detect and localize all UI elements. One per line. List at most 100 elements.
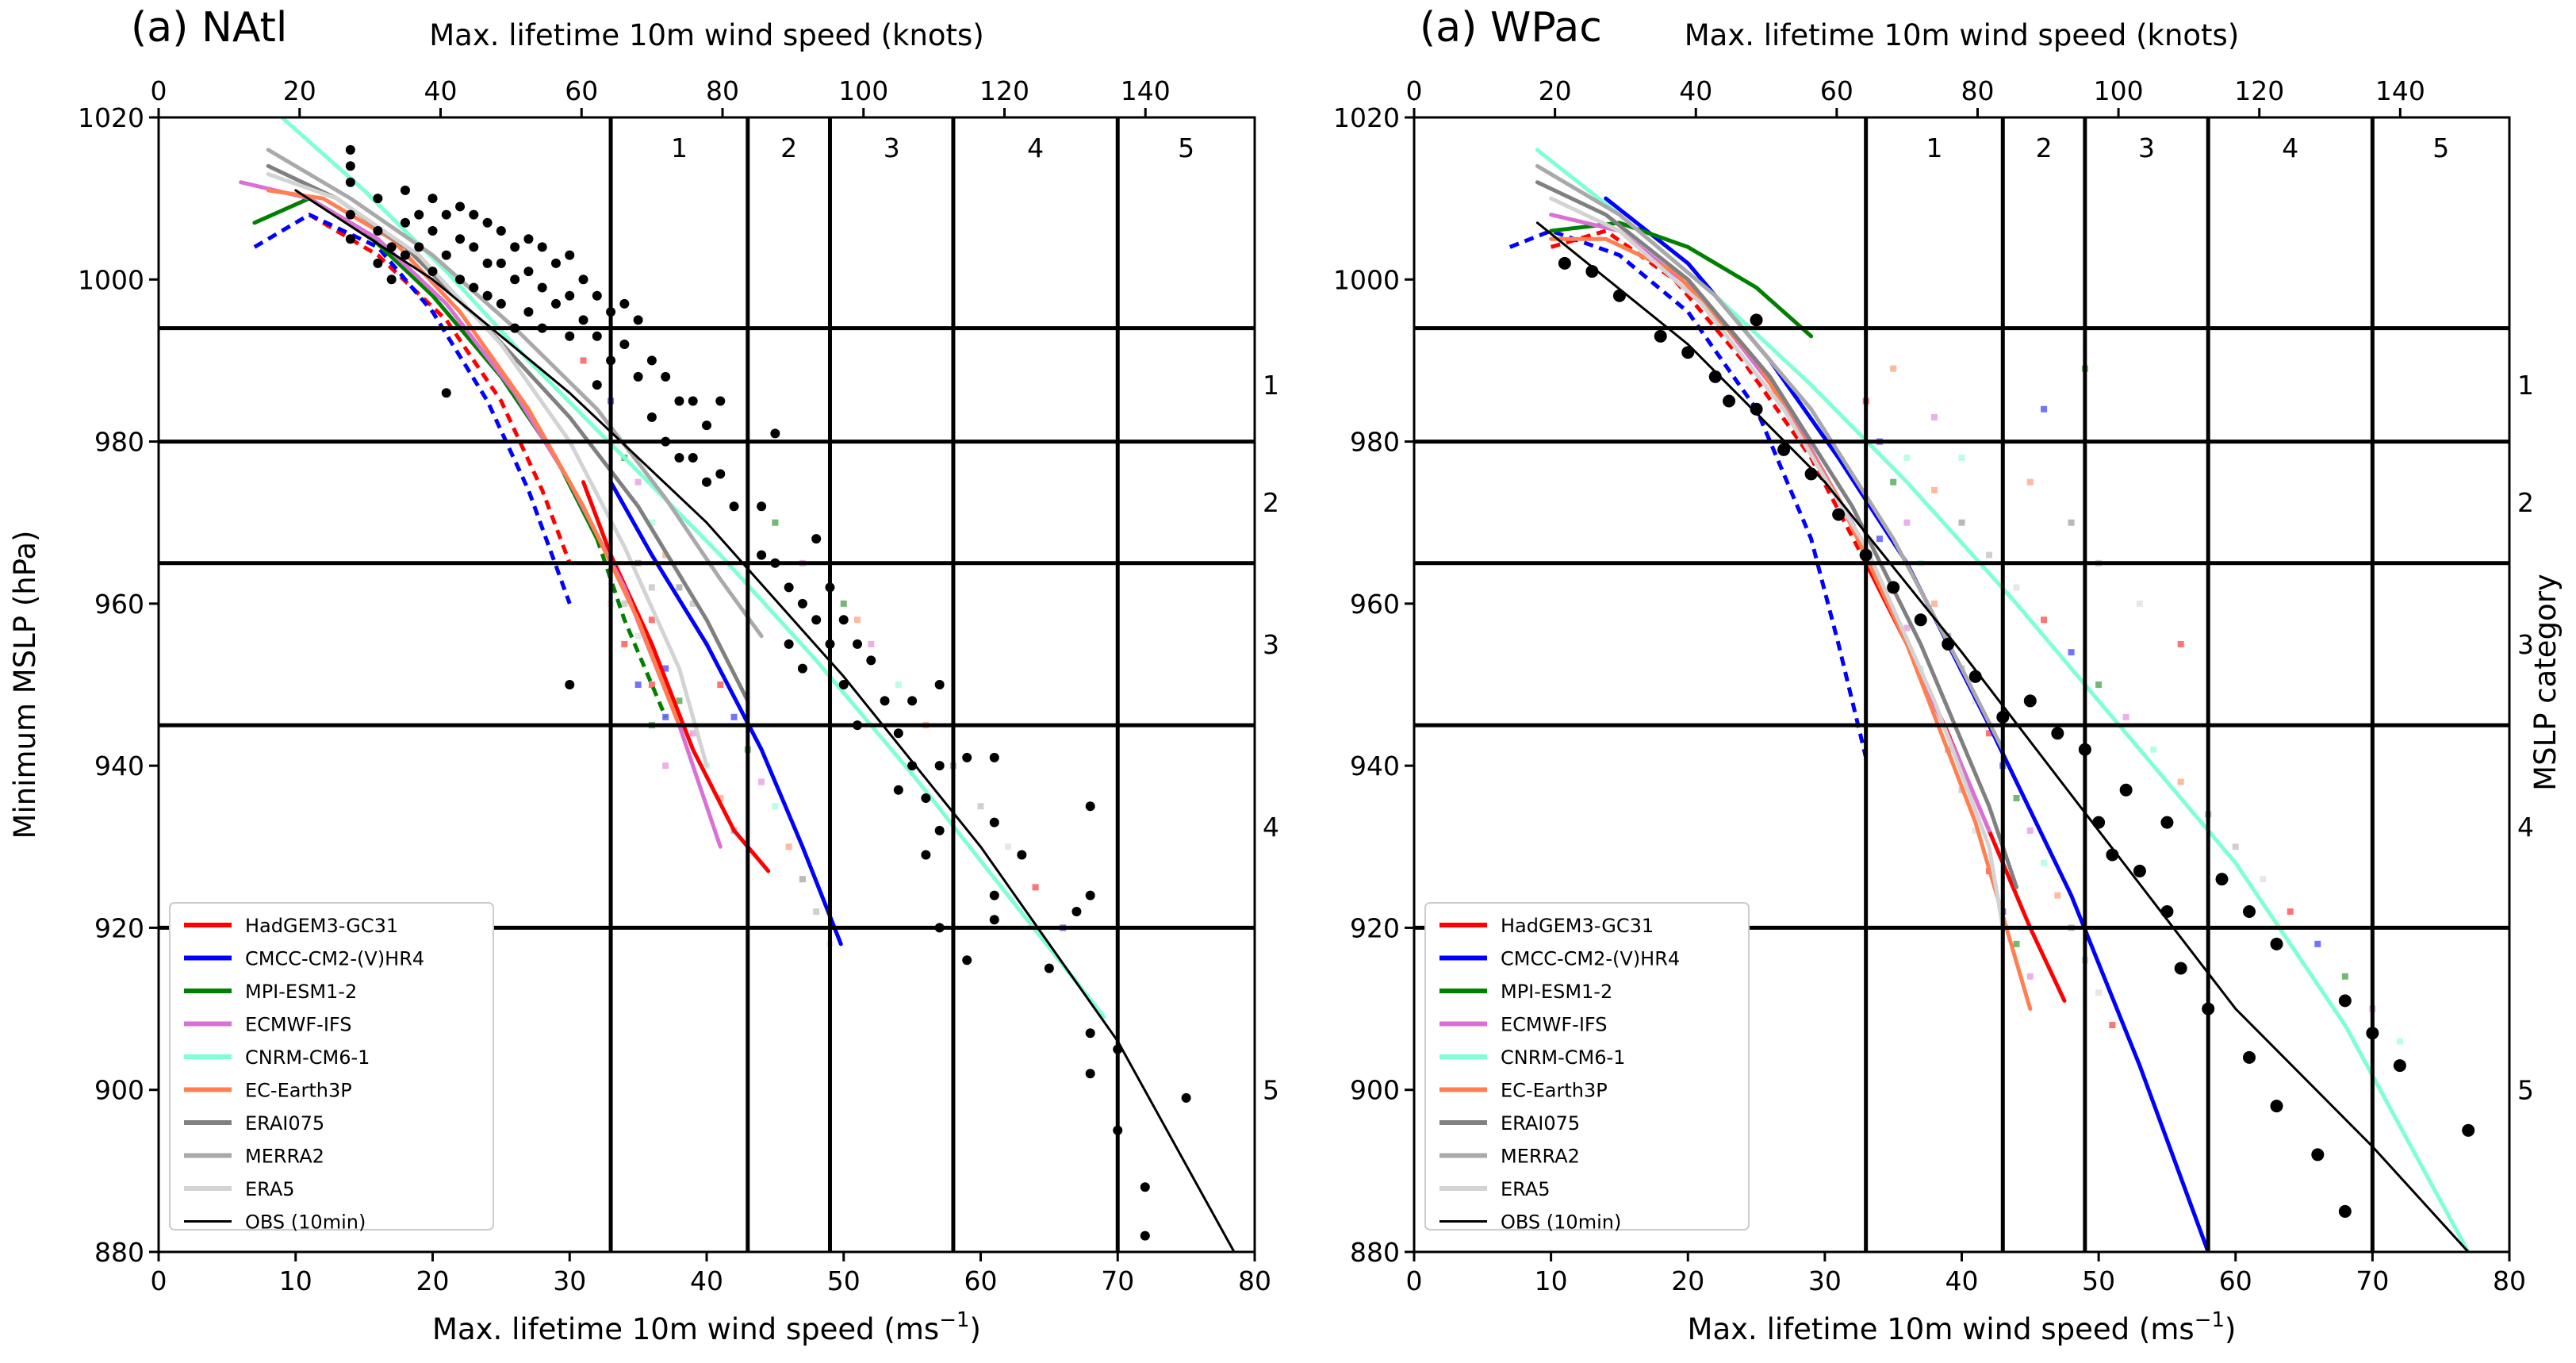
obs-point <box>989 752 999 762</box>
model-point <box>785 843 792 850</box>
x2-axis-label: Max. lifetime 10m wind speed (knots) <box>1685 18 2240 52</box>
model-point <box>2013 940 2020 947</box>
obs-point <box>866 655 876 666</box>
x2-tick-label: 100 <box>2094 75 2144 106</box>
obs-point <box>2023 694 2037 708</box>
obs-point <box>2338 1204 2352 1218</box>
obs-point <box>646 412 657 422</box>
legend-entry-7: MERRA2 <box>245 1146 324 1168</box>
x2-tick-label: 60 <box>1820 75 1853 106</box>
obs-point <box>1750 402 1763 416</box>
obs-point <box>469 282 479 293</box>
model-point <box>2177 778 2184 785</box>
wind-category-label: 3 <box>2138 132 2155 163</box>
x2-tick-label: 140 <box>1121 75 1171 106</box>
model-point <box>2396 1038 2403 1045</box>
obs-point <box>893 728 903 739</box>
series-line-7 <box>1535 163 2005 752</box>
obs-point <box>1654 329 1667 343</box>
model-point <box>1958 519 1965 526</box>
model-point <box>772 803 779 810</box>
model-point <box>648 519 655 526</box>
obs-point <box>661 371 671 382</box>
legend-box <box>1424 902 1750 1231</box>
legend-entry-7: MERRA2 <box>1501 1146 1580 1168</box>
obs-point <box>2338 994 2352 1008</box>
obs-point <box>838 680 849 689</box>
obs-point <box>1558 256 1571 270</box>
model-point <box>717 795 724 801</box>
model-point <box>1972 827 1979 834</box>
mslp-category-label: 1 <box>2517 370 2534 401</box>
wind-category-label: 5 <box>2432 132 2449 163</box>
obs-point <box>1914 613 1927 627</box>
obs-point <box>592 331 602 341</box>
model-point <box>580 357 587 364</box>
series-dashed-line-0 <box>308 213 572 564</box>
obs-point <box>688 453 698 463</box>
x2-tick-label: 120 <box>979 75 1029 106</box>
obs-point <box>2215 873 2229 886</box>
model-point <box>868 640 875 647</box>
series-line-0 <box>581 480 771 873</box>
model-point <box>648 682 655 688</box>
y-tick-label: 980 <box>1350 427 1400 458</box>
model-point <box>634 682 642 688</box>
legend-entry-4: CNRM-CM6-1 <box>1501 1046 1625 1069</box>
wind-category-label: 1 <box>671 132 688 163</box>
y-tick-label: 1020 <box>1333 102 1400 133</box>
obs-point <box>797 663 807 674</box>
x2-tick-label: 0 <box>1406 75 1423 106</box>
obs-point <box>1085 1069 1095 1079</box>
legend-entry-0: HadGEM3-GC31 <box>1501 915 1654 937</box>
model-point <box>2232 843 2239 850</box>
x-tick-label: 10 <box>1535 1265 1568 1296</box>
series-line-9 <box>1535 221 2470 1252</box>
obs-point <box>345 161 355 171</box>
model-point <box>2026 827 2034 834</box>
wind-category-label: 2 <box>2036 132 2053 163</box>
obs-point <box>578 275 588 285</box>
model-point <box>1890 365 1897 372</box>
model-point <box>854 616 861 624</box>
obs-point <box>1181 1092 1191 1103</box>
obs-point <box>646 355 657 366</box>
mslp-category-label: 5 <box>1263 1075 1279 1106</box>
y-axis-label: Minimum MSLP (hPa) <box>8 531 42 839</box>
model-point <box>813 908 820 915</box>
y-tick-label: 960 <box>94 589 144 620</box>
obs-point <box>345 209 355 220</box>
mslp-category-label: 5 <box>2517 1075 2534 1106</box>
y2-axis-label: MSLP category <box>2528 574 2563 791</box>
x-tick-label: 30 <box>553 1265 586 1296</box>
wind-category-label: 4 <box>1027 132 1044 163</box>
model-point <box>1876 536 1883 543</box>
obs-point <box>2160 905 2174 918</box>
model-point <box>1930 486 1938 493</box>
x-tick-label: 50 <box>2082 1265 2115 1296</box>
obs-point <box>482 217 493 228</box>
model-point <box>2041 616 2048 624</box>
obs-point <box>550 298 561 309</box>
obs-point <box>784 582 794 593</box>
obs-point <box>702 477 711 487</box>
obs-point <box>1750 313 1763 327</box>
model-point <box>2013 584 2020 591</box>
obs-point <box>2270 1100 2283 1113</box>
obs-point <box>455 202 466 212</box>
obs-point <box>2393 1059 2406 1073</box>
model-point <box>662 665 669 672</box>
obs-point <box>1140 1231 1150 1241</box>
model-point <box>895 682 902 688</box>
x-tick-label: 30 <box>1808 1265 1842 1296</box>
obs-point <box>989 915 999 925</box>
obs-point <box>2462 1123 2475 1137</box>
legend-entry-6: ERAI075 <box>1501 1112 1580 1135</box>
x-tick-label: 50 <box>827 1265 861 1296</box>
obs-point <box>510 275 520 285</box>
model-point <box>2260 876 2267 883</box>
obs-point <box>893 785 903 795</box>
x-tick-label: 0 <box>151 1265 167 1296</box>
model-point <box>634 632 642 639</box>
